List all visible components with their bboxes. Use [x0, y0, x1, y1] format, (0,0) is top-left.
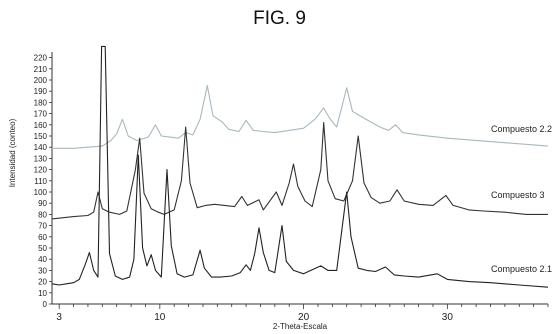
- y-axis-label: Intensidad (conteo): [8, 118, 17, 187]
- tick-group: 0 10 20 30 40 50 60 70 80 90 100 110 120 130 140 150 160…: [34, 54, 549, 323]
- series-line: [52, 85, 549, 149]
- y-tick-label: 180: [34, 98, 48, 107]
- y-tick-label: 0: [43, 300, 48, 309]
- y-tick-label: 50: [38, 244, 47, 253]
- x-axis-label: 2-Theta-Escala: [273, 322, 328, 331]
- y-tick-label: 10: [38, 289, 47, 298]
- y-tick-label: 130: [34, 154, 48, 163]
- series-group: [51, 45, 549, 288]
- series-label: Compuesto 3: [491, 190, 545, 200]
- figure-title: FIG. 9: [253, 8, 306, 29]
- y-tick-label: 60: [38, 233, 47, 242]
- series-line: [51, 122, 548, 220]
- x-tick-label: 10: [154, 312, 166, 323]
- series-label: Compuesto 2.1: [491, 264, 552, 274]
- y-tick-label: 120: [34, 166, 48, 175]
- y-tick-label: 70: [38, 222, 47, 231]
- series-labels: Compuesto 2.2 Compuesto 3 Compuesto 2.1: [491, 124, 552, 274]
- y-tick-label: 110: [34, 177, 47, 186]
- y-tick-label: 140: [34, 143, 48, 152]
- y-tick-label: 80: [38, 210, 47, 219]
- y-tick-label: 160: [34, 121, 48, 130]
- series-label: Compuesto 2.2: [491, 124, 552, 134]
- series-line: [51, 45, 549, 288]
- y-tick-label: 20: [38, 278, 47, 287]
- y-tick-label: 90: [38, 199, 47, 208]
- axes: [51, 52, 548, 305]
- y-tick-label: 40: [38, 255, 47, 264]
- x-tick-label: 30: [442, 312, 454, 323]
- y-tick-label: 190: [34, 87, 48, 96]
- y-tick-label: 100: [34, 188, 48, 197]
- y-tick-label: 170: [34, 110, 48, 119]
- y-tick-label: 210: [34, 65, 48, 74]
- y-tick-label: 220: [34, 54, 48, 63]
- y-tick-label: 30: [38, 266, 47, 275]
- y-tick-label: 200: [34, 76, 48, 85]
- x-tick-label: 20: [298, 312, 310, 323]
- x-tick-label: 3: [56, 312, 62, 323]
- y-tick-label: 150: [34, 132, 48, 141]
